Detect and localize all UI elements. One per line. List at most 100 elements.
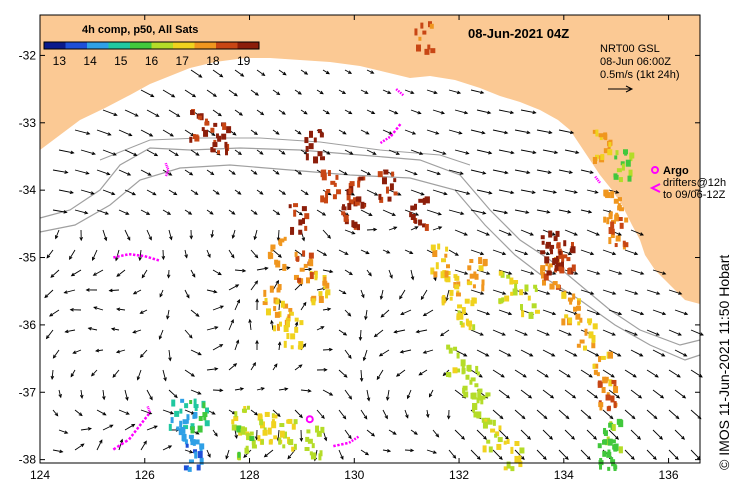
- current-arrow: [399, 349, 412, 354]
- current-arrow: [212, 69, 224, 78]
- current-arrow: [448, 249, 459, 256]
- current-arrow: [138, 249, 142, 262]
- current-arrow: [476, 149, 493, 155]
- current-arrow: [668, 409, 680, 420]
- current-arrow: [52, 449, 64, 454]
- current-arrow: [116, 269, 126, 277]
- current-arrow: [454, 229, 468, 236]
- current-arrow: [344, 389, 353, 400]
- current-arrow: [294, 89, 302, 95]
- lon-tick-label: 124: [30, 468, 50, 482]
- current-arrow: [58, 189, 74, 195]
- current-arrow: [586, 229, 600, 236]
- current-arrow: [564, 229, 578, 236]
- current-arrow: [586, 189, 599, 194]
- current-arrow: [564, 149, 580, 155]
- current-arrow: [140, 129, 154, 137]
- current-arrow: [190, 149, 200, 156]
- current-arrow: [212, 388, 224, 393]
- current-arrow: [124, 189, 137, 196]
- current-arrow: [426, 209, 442, 216]
- current-arrow: [646, 329, 660, 336]
- sst-patch: [278, 418, 298, 452]
- current-arrow: [228, 284, 240, 291]
- sst-patch: [561, 290, 581, 326]
- lat-tick-label: -34: [19, 183, 37, 197]
- current-arrow: [558, 329, 572, 336]
- current-arrow: [118, 129, 133, 137]
- current-arrow: [366, 227, 378, 232]
- current-arrow: [52, 349, 60, 359]
- composite-label: 4h comp, p50, All Sats: [82, 24, 198, 36]
- current-arrow: [255, 298, 259, 311]
- current-arrow: [132, 289, 142, 295]
- current-arrow: [79, 389, 84, 399]
- current-arrow: [366, 429, 376, 437]
- argo-track: [112, 405, 152, 451]
- current-arrow: [498, 309, 513, 316]
- current-arrow: [52, 169, 69, 174]
- current-arrow: [410, 189, 425, 196]
- sst-patch: [597, 378, 619, 412]
- current-arrow: [212, 109, 222, 117]
- current-arrow: [256, 189, 264, 195]
- current-arrow: [255, 339, 259, 351]
- current-arrow: [344, 429, 352, 440]
- current-arrow: [454, 149, 470, 155]
- current-arrow: [586, 349, 600, 357]
- lat-tick-label: -33: [19, 116, 37, 130]
- current-arrow: [476, 309, 491, 316]
- current-arrow: [366, 109, 376, 115]
- current-arrow: [124, 109, 139, 117]
- current-arrow: [520, 229, 534, 236]
- current-arrow: [80, 189, 95, 195]
- current-arrow: [146, 189, 157, 196]
- current-arrow: [514, 129, 531, 135]
- current-arrow: [668, 369, 681, 378]
- current-arrow: [624, 249, 639, 256]
- drifter-legend-marker: [649, 183, 661, 193]
- current-arrow: [146, 229, 152, 241]
- current-arrow: [146, 149, 159, 157]
- current-arrow: [250, 89, 260, 96]
- current-arrow: [476, 229, 490, 236]
- current-arrow: [404, 129, 417, 135]
- current-arrow: [454, 349, 468, 357]
- current-arrow: [250, 249, 259, 259]
- current-arrow: [338, 329, 348, 336]
- current-arrow: [360, 249, 370, 255]
- reference-line-1: NRT00 GSL: [600, 43, 660, 55]
- drifter-label-2: to 09/06-12Z: [663, 189, 726, 201]
- current-arrow: [608, 349, 622, 357]
- current-arrow: [168, 189, 178, 196]
- sst-patch: [603, 189, 624, 225]
- current-arrow: [64, 329, 76, 334]
- current-arrow: [406, 389, 412, 400]
- current-arrow: [250, 280, 259, 291]
- current-arrow: [432, 226, 443, 231]
- current-arrow: [338, 449, 344, 460]
- sst-patch: [293, 250, 314, 285]
- current-arrow: [388, 269, 393, 279]
- current-arrow: [184, 129, 195, 137]
- current-arrow: [256, 69, 266, 77]
- sst-patch: [503, 438, 525, 472]
- current-arrow: [492, 289, 507, 295]
- current-arrow: [470, 209, 487, 215]
- current-arrow: [652, 269, 667, 275]
- argo-track: [395, 88, 405, 97]
- sst-patch: [613, 149, 635, 183]
- current-arrow: [399, 289, 406, 300]
- current-arrow: [674, 349, 688, 357]
- sst-patch: [440, 270, 461, 306]
- current-arrow: [322, 347, 334, 352]
- current-arrow: [206, 367, 219, 371]
- current-arrow: [96, 409, 107, 416]
- sst-patch: [267, 236, 287, 271]
- current-arrow: [270, 319, 274, 331]
- current-arrow: [168, 389, 178, 399]
- current-arrow: [395, 369, 406, 377]
- current-arrow: [184, 449, 194, 454]
- current-arrow: [206, 89, 217, 97]
- current-arrow: [322, 307, 332, 311]
